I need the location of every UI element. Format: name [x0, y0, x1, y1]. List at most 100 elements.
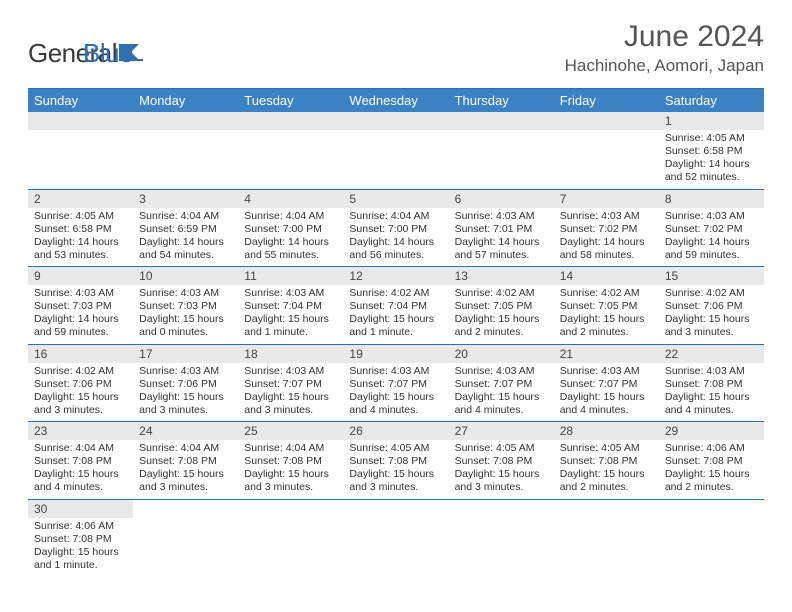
day-number: 16 [28, 345, 133, 363]
day-number: 8 [659, 190, 764, 208]
cell-body: Sunrise: 4:03 AMSunset: 7:07 PMDaylight:… [554, 363, 659, 422]
day-number: 13 [449, 267, 554, 285]
day-number: 28 [554, 422, 659, 440]
calendar-cell [238, 499, 343, 576]
sunset-line: Sunset: 7:08 PM [665, 455, 758, 468]
day-number-empty [133, 112, 238, 130]
title-block: June 2024 Hachinohe, Aomori, Japan [565, 20, 764, 76]
sunrise-line: Sunrise: 4:02 AM [349, 287, 442, 300]
daylight-line: Daylight: 15 hours and 4 minutes. [455, 391, 548, 417]
daylight-line: Daylight: 14 hours and 57 minutes. [455, 236, 548, 262]
day-number: 19 [343, 345, 448, 363]
cell-body: Sunrise: 4:03 AMSunset: 7:03 PMDaylight:… [28, 285, 133, 344]
calendar-cell: 28Sunrise: 4:05 AMSunset: 7:08 PMDayligh… [554, 422, 659, 500]
day-number: 25 [238, 422, 343, 440]
sunset-line: Sunset: 7:03 PM [139, 300, 232, 313]
calendar-cell: 2Sunrise: 4:05 AMSunset: 6:58 PMDaylight… [28, 189, 133, 267]
cell-body: Sunrise: 4:04 AMSunset: 7:00 PMDaylight:… [343, 208, 448, 267]
calendar-cell [343, 499, 448, 576]
day-number-empty [449, 112, 554, 130]
sunrise-line: Sunrise: 4:03 AM [455, 365, 548, 378]
calendar-cell: 5Sunrise: 4:04 AMSunset: 7:00 PMDaylight… [343, 189, 448, 267]
cell-body: Sunrise: 4:03 AMSunset: 7:01 PMDaylight:… [449, 208, 554, 267]
daylight-line: Daylight: 14 hours and 55 minutes. [244, 236, 337, 262]
calendar-cell: 16Sunrise: 4:02 AMSunset: 7:06 PMDayligh… [28, 344, 133, 422]
sunset-line: Sunset: 7:05 PM [455, 300, 548, 313]
cell-body: Sunrise: 4:03 AMSunset: 7:03 PMDaylight:… [133, 285, 238, 344]
sunset-line: Sunset: 7:08 PM [139, 455, 232, 468]
day-number: 11 [238, 267, 343, 285]
daylight-line: Daylight: 15 hours and 2 minutes. [665, 468, 758, 494]
cell-body: Sunrise: 4:03 AMSunset: 7:04 PMDaylight:… [238, 285, 343, 344]
sunrise-line: Sunrise: 4:03 AM [244, 287, 337, 300]
sunset-line: Sunset: 7:07 PM [349, 378, 442, 391]
cell-body: Sunrise: 4:03 AMSunset: 7:08 PMDaylight:… [659, 363, 764, 422]
calendar-week-row: 1Sunrise: 4:05 AMSunset: 6:58 PMDaylight… [28, 112, 764, 189]
day-number-empty [343, 112, 448, 130]
sunrise-line: Sunrise: 4:03 AM [665, 365, 758, 378]
daylight-line: Daylight: 14 hours and 53 minutes. [34, 236, 127, 262]
calendar-cell: 26Sunrise: 4:05 AMSunset: 7:08 PMDayligh… [343, 422, 448, 500]
sunset-line: Sunset: 7:07 PM [455, 378, 548, 391]
sunset-line: Sunset: 7:07 PM [244, 378, 337, 391]
calendar-cell: 25Sunrise: 4:04 AMSunset: 7:08 PMDayligh… [238, 422, 343, 500]
sunrise-line: Sunrise: 4:04 AM [244, 442, 337, 455]
sunrise-line: Sunrise: 4:04 AM [349, 210, 442, 223]
logo-text-blue: Blue [83, 38, 133, 68]
cell-body: Sunrise: 4:05 AMSunset: 6:58 PMDaylight:… [659, 130, 764, 189]
daylight-line: Daylight: 14 hours and 58 minutes. [560, 236, 653, 262]
sunset-line: Sunset: 6:58 PM [665, 145, 758, 158]
cell-body: Sunrise: 4:04 AMSunset: 7:08 PMDaylight:… [133, 440, 238, 499]
calendar-cell: 11Sunrise: 4:03 AMSunset: 7:04 PMDayligh… [238, 267, 343, 345]
calendar-cell [449, 499, 554, 576]
calendar-cell [28, 112, 133, 189]
day-number: 7 [554, 190, 659, 208]
calendar-cell: 14Sunrise: 4:02 AMSunset: 7:05 PMDayligh… [554, 267, 659, 345]
cell-body: Sunrise: 4:03 AMSunset: 7:02 PMDaylight:… [659, 208, 764, 267]
sunset-line: Sunset: 6:59 PM [139, 223, 232, 236]
day-number: 27 [449, 422, 554, 440]
sunrise-line: Sunrise: 4:04 AM [34, 442, 127, 455]
day-number: 6 [449, 190, 554, 208]
calendar-cell [133, 499, 238, 576]
daylight-line: Daylight: 15 hours and 3 minutes. [349, 468, 442, 494]
sunset-line: Sunset: 7:08 PM [34, 455, 127, 468]
sunset-line: Sunset: 7:08 PM [244, 455, 337, 468]
day-number: 10 [133, 267, 238, 285]
daylight-line: Daylight: 14 hours and 59 minutes. [665, 236, 758, 262]
cell-body: Sunrise: 4:02 AMSunset: 7:04 PMDaylight:… [343, 285, 448, 344]
sunrise-line: Sunrise: 4:03 AM [455, 210, 548, 223]
sunset-line: Sunset: 7:08 PM [349, 455, 442, 468]
sunrise-line: Sunrise: 4:03 AM [34, 287, 127, 300]
location-subtitle: Hachinohe, Aomori, Japan [565, 56, 764, 76]
calendar-cell: 8Sunrise: 4:03 AMSunset: 7:02 PMDaylight… [659, 189, 764, 267]
day-number: 18 [238, 345, 343, 363]
cell-body: Sunrise: 4:03 AMSunset: 7:06 PMDaylight:… [133, 363, 238, 422]
day-header: Thursday [449, 89, 554, 113]
sunrise-line: Sunrise: 4:03 AM [560, 210, 653, 223]
cell-body: Sunrise: 4:04 AMSunset: 7:08 PMDaylight:… [28, 440, 133, 499]
daylight-line: Daylight: 15 hours and 2 minutes. [560, 468, 653, 494]
cell-body: Sunrise: 4:05 AMSunset: 7:08 PMDaylight:… [449, 440, 554, 499]
sunset-line: Sunset: 7:06 PM [34, 378, 127, 391]
calendar-cell: 17Sunrise: 4:03 AMSunset: 7:06 PMDayligh… [133, 344, 238, 422]
daylight-line: Daylight: 15 hours and 3 minutes. [244, 391, 337, 417]
sunrise-line: Sunrise: 4:05 AM [665, 132, 758, 145]
calendar-cell: 9Sunrise: 4:03 AMSunset: 7:03 PMDaylight… [28, 267, 133, 345]
calendar-cell [343, 112, 448, 189]
sunrise-line: Sunrise: 4:03 AM [139, 365, 232, 378]
sunset-line: Sunset: 7:00 PM [244, 223, 337, 236]
day-number: 26 [343, 422, 448, 440]
day-number: 22 [659, 345, 764, 363]
cell-body: Sunrise: 4:03 AMSunset: 7:07 PMDaylight:… [343, 363, 448, 422]
calendar-cell: 18Sunrise: 4:03 AMSunset: 7:07 PMDayligh… [238, 344, 343, 422]
calendar-cell: 7Sunrise: 4:03 AMSunset: 7:02 PMDaylight… [554, 189, 659, 267]
sunset-line: Sunset: 7:01 PM [455, 223, 548, 236]
calendar-cell: 1Sunrise: 4:05 AMSunset: 6:58 PMDaylight… [659, 112, 764, 189]
daylight-line: Daylight: 15 hours and 2 minutes. [455, 313, 548, 339]
sunset-line: Sunset: 7:06 PM [139, 378, 232, 391]
calendar-cell: 10Sunrise: 4:03 AMSunset: 7:03 PMDayligh… [133, 267, 238, 345]
daylight-line: Daylight: 15 hours and 0 minutes. [139, 313, 232, 339]
calendar-week-row: 16Sunrise: 4:02 AMSunset: 7:06 PMDayligh… [28, 344, 764, 422]
calendar-cell: 29Sunrise: 4:06 AMSunset: 7:08 PMDayligh… [659, 422, 764, 500]
